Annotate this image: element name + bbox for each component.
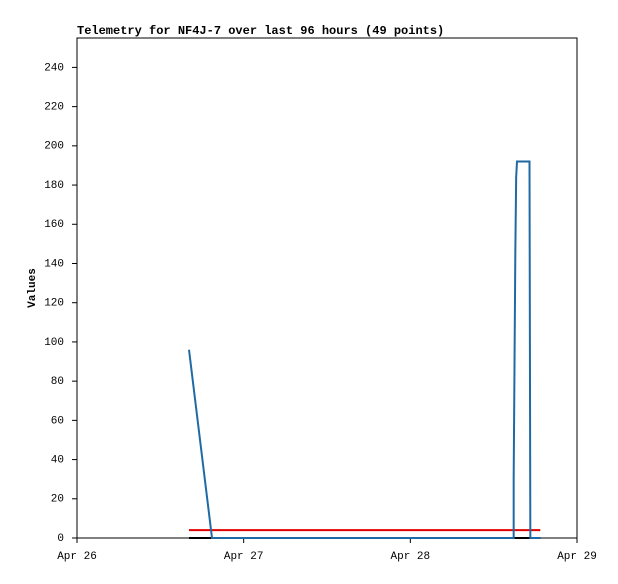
x-tick-label: Apr 28	[391, 551, 431, 563]
y-tick-label: 180	[44, 180, 64, 192]
y-tick-label: 200	[44, 141, 64, 153]
y-tick-label: 100	[44, 337, 64, 349]
y-tick-label: 160	[44, 219, 64, 231]
y-tick-label: 40	[51, 454, 64, 466]
x-tick-label: Apr 26	[57, 551, 97, 563]
y-axis-label: Values	[27, 268, 39, 308]
y-tick-label: 60	[51, 415, 64, 427]
y-tick-label: 0	[57, 533, 64, 545]
y-tick-label: 20	[51, 494, 64, 506]
chart-title: Telemetry for NF4J-7 over last 96 hours …	[77, 24, 444, 38]
x-tick-label: Apr 29	[557, 551, 597, 563]
y-tick-label: 140	[44, 258, 64, 270]
y-tick-label: 120	[44, 298, 64, 310]
y-tick-label: 240	[44, 62, 64, 74]
series-line	[188, 160, 541, 539]
y-tick-label: 80	[51, 376, 64, 388]
y-tick-label: 220	[44, 102, 64, 114]
x-tick-label: Apr 27	[224, 551, 264, 563]
